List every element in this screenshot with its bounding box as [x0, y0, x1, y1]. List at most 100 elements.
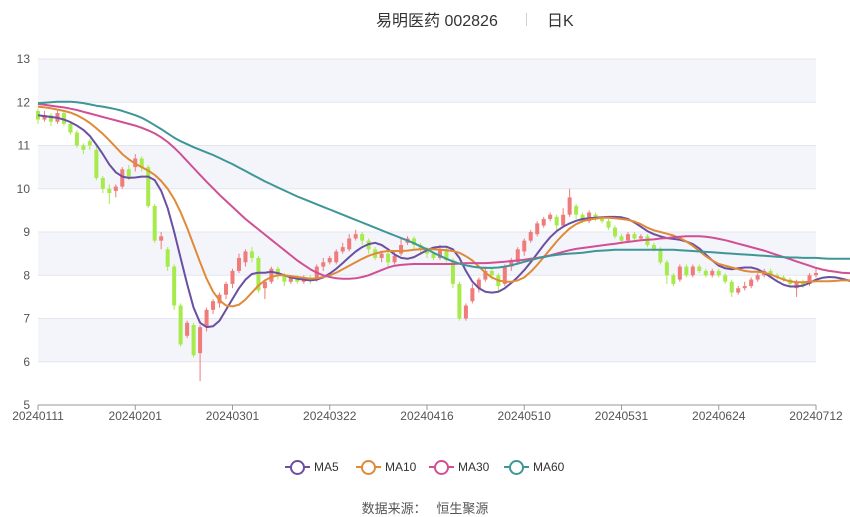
- candle-body: [48, 115, 53, 122]
- candle-body: [172, 266, 177, 306]
- candle-down: [94, 145, 99, 181]
- y-tick-label: 8: [23, 268, 30, 282]
- candle-up: [379, 251, 384, 263]
- candle-up: [755, 273, 760, 282]
- candle-up: [736, 286, 741, 295]
- candle-body: [61, 113, 66, 124]
- candle-up: [561, 208, 566, 228]
- legend-item-ma5[interactable]: MA5: [285, 458, 339, 476]
- background-band: [38, 145, 816, 189]
- candle-body: [580, 214, 585, 222]
- background-band: [38, 59, 816, 103]
- candle-body: [360, 234, 365, 241]
- candle-body: [42, 115, 47, 120]
- candle-down: [172, 264, 177, 310]
- x-tick-label: 20240111: [12, 409, 64, 423]
- chart-gridlines: [38, 58, 816, 406]
- candle-body: [515, 249, 520, 263]
- candle-body: [412, 238, 417, 245]
- candle-body: [249, 251, 254, 258]
- candle-down: [139, 156, 144, 172]
- candle-up: [522, 238, 527, 256]
- candle-body: [152, 206, 157, 241]
- candle-body: [74, 132, 79, 146]
- candle-down: [613, 225, 618, 239]
- candle-up: [327, 255, 332, 265]
- candle-down: [68, 121, 73, 135]
- candle-down: [671, 273, 676, 287]
- candle-body: [502, 266, 507, 284]
- candle-body: [159, 236, 164, 241]
- candle-body: [463, 305, 468, 319]
- y-tick-label: 9: [23, 225, 30, 239]
- legend-marker-ma5: [285, 460, 310, 475]
- candle-up: [587, 210, 592, 224]
- legend-item-ma10[interactable]: MA10: [356, 458, 416, 476]
- candle-down: [74, 130, 79, 148]
- candle-body: [178, 305, 183, 345]
- candle-up: [353, 229, 358, 241]
- candle-down: [619, 234, 624, 243]
- candle-body: [470, 288, 475, 302]
- candle-body: [613, 227, 618, 237]
- legend-item-ma30[interactable]: MA30: [429, 458, 489, 476]
- candle-up: [120, 167, 125, 189]
- candle-body: [684, 266, 689, 276]
- candle-down: [781, 275, 786, 282]
- legend-marker-ma60: [504, 460, 529, 475]
- candle-up: [399, 238, 404, 256]
- candle-body: [574, 206, 579, 215]
- candle-body: [353, 234, 358, 239]
- y-axis-ticks: 5 6 7 8 9 10 11 12 13: [17, 52, 31, 412]
- period-label[interactable]: 日K: [547, 13, 574, 30]
- ma30-line: [37, 103, 850, 280]
- candle-up: [476, 277, 481, 293]
- candle-up: [541, 216, 546, 228]
- candle-body: [334, 251, 339, 263]
- candle-body: [535, 223, 540, 235]
- legend-item-ma60[interactable]: MA60: [504, 458, 564, 476]
- candle-body: [120, 169, 125, 187]
- candle-body: [703, 270, 708, 276]
- source-value: 恒生聚源: [436, 501, 489, 516]
- candle-down: [191, 322, 196, 358]
- candle-body: [729, 281, 734, 293]
- y-tick-label: 5: [23, 398, 30, 412]
- candle-body: [755, 275, 760, 280]
- candle-body: [509, 260, 514, 267]
- candle-body: [554, 216, 559, 226]
- candle-body: [632, 234, 637, 239]
- candle-down: [574, 203, 579, 220]
- x-tick-label: 20240712: [789, 409, 843, 423]
- candle-body: [671, 275, 676, 284]
- candle-body: [697, 266, 702, 271]
- chart-legend: MA5 MA10 MA30 MA60: [0, 458, 850, 476]
- background-band: [38, 318, 816, 362]
- candle-body: [619, 236, 624, 241]
- candle-body: [561, 214, 566, 226]
- candle-body: [211, 301, 216, 310]
- candle-body: [100, 177, 105, 189]
- candle-up: [211, 299, 216, 315]
- candle-body: [444, 249, 449, 261]
- candle-up: [463, 303, 468, 321]
- candle-up: [321, 257, 326, 271]
- candle-body: [87, 141, 92, 146]
- candle-up: [470, 283, 475, 304]
- candle-up: [483, 266, 488, 282]
- candle-up: [515, 247, 520, 265]
- candle-body: [327, 257, 332, 263]
- candle-up: [198, 324, 203, 382]
- candle-down: [249, 247, 254, 263]
- candle-down: [386, 251, 391, 267]
- candle-up: [567, 188, 572, 217]
- candle-down: [606, 219, 611, 230]
- data-source: 数据来源： 恒生聚源: [0, 498, 850, 517]
- title-separator: [526, 13, 527, 26]
- ma60-line: [37, 100, 850, 269]
- candle-body: [625, 234, 630, 241]
- ma10-line: [37, 105, 850, 308]
- candle-body: [347, 238, 352, 250]
- candle-body: [794, 281, 799, 289]
- candle-up: [528, 229, 533, 243]
